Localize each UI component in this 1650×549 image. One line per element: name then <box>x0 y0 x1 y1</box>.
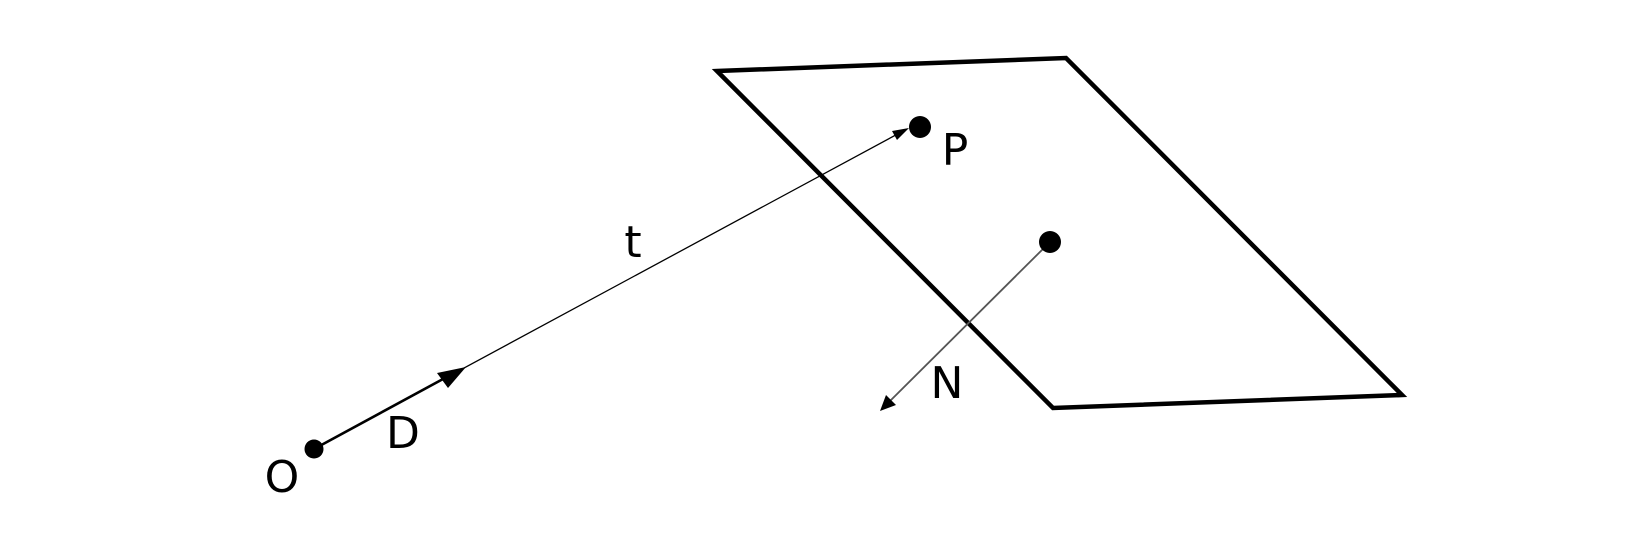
normal-arrowhead <box>880 395 896 411</box>
normal-label: N <box>931 358 964 409</box>
direction-vector <box>313 377 444 451</box>
direction-label: D <box>386 408 420 459</box>
intersection-label: P <box>942 125 969 176</box>
distance-label: t <box>624 217 641 268</box>
origin-point <box>304 439 324 459</box>
plane-point <box>1039 231 1061 253</box>
ray-arrowhead <box>892 128 909 140</box>
origin-label: O <box>265 452 300 503</box>
intersection-point <box>909 116 931 138</box>
normal-vector-line <box>889 241 1051 402</box>
direction-arrowhead <box>437 367 466 388</box>
plane <box>711 55 1408 411</box>
